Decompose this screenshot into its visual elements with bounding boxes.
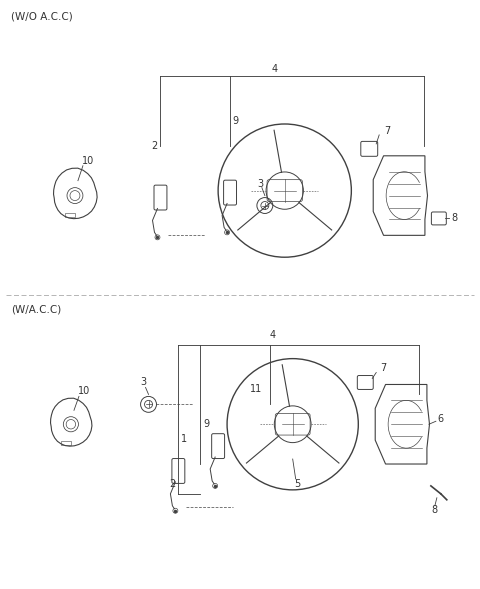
Text: 9: 9: [232, 116, 238, 126]
Text: (W/A.C.C): (W/A.C.C): [12, 305, 61, 315]
Text: 2: 2: [169, 479, 176, 489]
Text: (W/O A.C.C): (W/O A.C.C): [12, 12, 73, 22]
Text: 4: 4: [272, 64, 278, 74]
Text: 7: 7: [380, 363, 386, 373]
Text: 3: 3: [257, 178, 263, 188]
Text: 4: 4: [270, 330, 276, 340]
Text: 7: 7: [384, 126, 390, 136]
Text: 1: 1: [181, 434, 187, 444]
Text: 10: 10: [82, 155, 94, 166]
Text: 3: 3: [141, 378, 146, 388]
Text: 9: 9: [203, 419, 209, 429]
Text: 11: 11: [250, 385, 262, 395]
Text: 8: 8: [452, 213, 458, 223]
Text: 2: 2: [151, 141, 157, 151]
Text: 6: 6: [438, 414, 444, 424]
Text: 5: 5: [295, 479, 301, 489]
Text: 10: 10: [78, 386, 90, 396]
Text: 8: 8: [432, 505, 438, 515]
